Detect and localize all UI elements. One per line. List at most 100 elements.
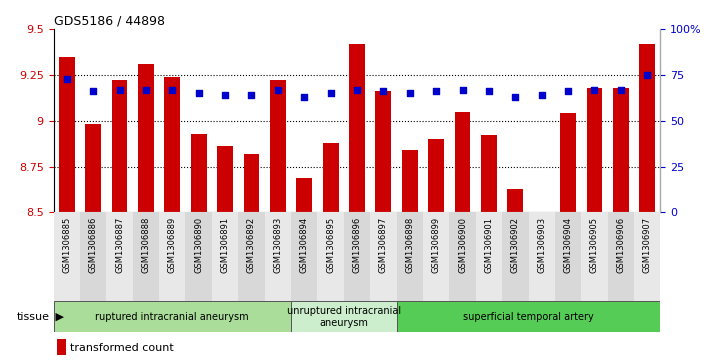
Point	[563, 89, 574, 94]
Text: GDS5186 / 44898: GDS5186 / 44898	[54, 15, 164, 28]
Point	[457, 87, 468, 93]
Bar	[318, 212, 344, 301]
Point	[246, 92, 257, 98]
Text: GSM1306897: GSM1306897	[379, 217, 388, 273]
Bar	[481, 135, 497, 212]
Text: GSM1306903: GSM1306903	[537, 217, 546, 273]
Point	[510, 94, 521, 100]
Bar	[587, 88, 603, 212]
Text: GSM1306896: GSM1306896	[353, 217, 361, 273]
Point	[325, 90, 336, 96]
Bar	[534, 212, 550, 249]
Bar	[186, 212, 212, 301]
Bar	[85, 125, 101, 212]
Text: GSM1306891: GSM1306891	[221, 217, 230, 273]
Text: GSM1306886: GSM1306886	[89, 217, 98, 273]
Point	[589, 87, 600, 93]
Point	[404, 90, 416, 96]
Bar	[608, 212, 634, 301]
Bar	[560, 113, 576, 212]
Bar	[54, 212, 80, 301]
Bar	[613, 88, 629, 212]
Point	[615, 87, 627, 93]
Bar	[455, 111, 471, 212]
Point	[536, 92, 548, 98]
Point	[166, 87, 178, 93]
Text: GSM1306905: GSM1306905	[590, 217, 599, 273]
Bar	[423, 212, 449, 301]
Bar	[296, 178, 312, 212]
Text: GSM1306885: GSM1306885	[62, 217, 71, 273]
Bar	[396, 301, 660, 332]
Point	[272, 87, 283, 93]
Bar	[428, 139, 444, 212]
Point	[87, 89, 99, 94]
Point	[298, 94, 310, 100]
Bar	[106, 212, 133, 301]
Point	[193, 90, 204, 96]
Bar	[243, 154, 259, 212]
Bar	[291, 212, 318, 301]
Bar	[376, 91, 391, 212]
Bar	[212, 212, 238, 301]
Bar	[344, 212, 370, 301]
Bar	[555, 212, 581, 301]
Bar	[402, 150, 418, 212]
Point	[431, 89, 442, 94]
Bar	[138, 64, 154, 212]
Text: GSM1306887: GSM1306887	[115, 217, 124, 273]
Bar	[111, 80, 127, 212]
Text: GSM1306890: GSM1306890	[194, 217, 203, 273]
Text: GSM1306898: GSM1306898	[406, 217, 414, 273]
Bar	[291, 301, 396, 332]
Bar	[476, 212, 502, 301]
Text: GSM1306900: GSM1306900	[458, 217, 467, 273]
Text: unruptured intracranial
aneurysm: unruptured intracranial aneurysm	[287, 306, 401, 327]
Text: GSM1306889: GSM1306889	[168, 217, 177, 273]
Bar	[133, 212, 159, 301]
Text: GSM1306899: GSM1306899	[432, 217, 441, 273]
Bar	[54, 301, 291, 332]
Text: GSM1306888: GSM1306888	[141, 217, 151, 273]
Bar	[634, 212, 660, 301]
Bar	[581, 212, 608, 301]
Text: GSM1306893: GSM1306893	[273, 217, 282, 273]
Bar	[639, 44, 655, 212]
Bar	[191, 134, 206, 212]
Bar	[508, 188, 523, 212]
Bar	[217, 146, 233, 212]
Bar	[59, 57, 75, 212]
Bar	[396, 212, 423, 301]
Text: GSM1306904: GSM1306904	[563, 217, 573, 273]
Point	[114, 87, 125, 93]
Point	[351, 87, 363, 93]
Bar	[80, 212, 106, 301]
Text: GSM1306894: GSM1306894	[300, 217, 308, 273]
Point	[140, 87, 151, 93]
Bar	[56, 339, 66, 355]
Bar	[528, 212, 555, 301]
Bar	[502, 212, 528, 301]
Text: GSM1306907: GSM1306907	[643, 217, 652, 273]
Text: transformed count: transformed count	[70, 343, 174, 352]
Text: GSM1306895: GSM1306895	[326, 217, 335, 273]
Text: tissue: tissue	[17, 312, 50, 322]
Text: superficial temporal artery: superficial temporal artery	[463, 312, 594, 322]
Text: GSM1306906: GSM1306906	[616, 217, 625, 273]
Point	[61, 76, 72, 81]
Bar	[370, 212, 396, 301]
Text: ▶: ▶	[52, 312, 64, 322]
Point	[219, 92, 231, 98]
Text: GSM1306892: GSM1306892	[247, 217, 256, 273]
Text: GSM1306901: GSM1306901	[484, 217, 493, 273]
Bar	[238, 212, 265, 301]
Point	[483, 89, 495, 94]
Bar	[349, 44, 365, 212]
Bar	[270, 80, 286, 212]
Text: ruptured intracranial aneurysm: ruptured intracranial aneurysm	[96, 312, 249, 322]
Bar	[159, 212, 186, 301]
Text: GSM1306902: GSM1306902	[511, 217, 520, 273]
Bar	[323, 143, 338, 212]
Point	[642, 72, 653, 78]
Bar	[265, 212, 291, 301]
